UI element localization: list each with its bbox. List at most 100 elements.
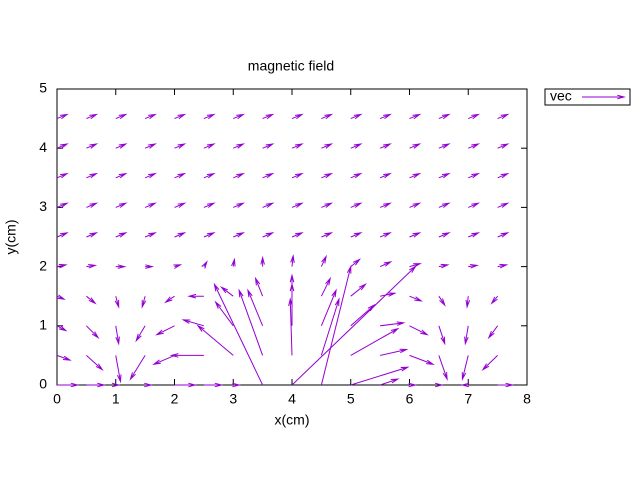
- vector-arrow: [115, 355, 122, 384]
- vector-arrow: [219, 286, 234, 297]
- legend-box: [544, 88, 631, 106]
- vector-arrow: [438, 355, 448, 381]
- vector-arrow: [409, 143, 422, 149]
- vector-arrow: [238, 288, 264, 356]
- vector-arrow: [434, 382, 444, 388]
- vector-arrow: [262, 143, 275, 149]
- vector-arrow: [497, 202, 510, 208]
- vector-arrow: [174, 382, 198, 388]
- vector-arrow: [320, 297, 340, 356]
- vector-arrow: [380, 321, 406, 327]
- vector-arrow: [233, 143, 246, 149]
- vector-arrow: [350, 202, 363, 208]
- vector-arrow: [350, 258, 362, 267]
- y-axis-label: y(cm): [3, 220, 19, 255]
- vector-arrow: [233, 172, 246, 179]
- vector-arrow: [438, 263, 450, 269]
- vector-arrow: [262, 202, 275, 208]
- vector-arrow: [291, 265, 417, 386]
- vector-arrow: [187, 293, 204, 299]
- vector-arrow: [203, 202, 216, 208]
- vector-arrow: [86, 295, 97, 305]
- vector-arrow: [141, 296, 147, 309]
- vector-arrow: [409, 263, 422, 268]
- vector-arrow: [260, 255, 265, 267]
- y-tick-label: 2: [39, 257, 47, 273]
- vector-arrow: [144, 113, 157, 120]
- x-tick-label: 7: [464, 391, 472, 407]
- vector-arrow: [497, 113, 510, 120]
- vector-arrow: [203, 113, 216, 120]
- vector-arrow: [56, 143, 69, 149]
- vector-arrow: [409, 232, 422, 238]
- vector-arrow: [56, 202, 69, 208]
- vector-arrow: [380, 348, 409, 356]
- legend-swatch: [582, 94, 626, 100]
- vector-arrow: [290, 254, 295, 267]
- vector-arrow: [409, 113, 422, 120]
- vector-arrow: [321, 172, 334, 179]
- vector-arrow: [56, 172, 69, 179]
- x-tick-label: 5: [347, 391, 355, 407]
- y-tick-label: 5: [39, 80, 47, 96]
- vector-arrow: [86, 172, 99, 179]
- vector-arrow: [320, 254, 327, 267]
- vector-arrow: [497, 232, 510, 238]
- vector-arrow: [174, 172, 187, 179]
- vector-arrow: [115, 325, 120, 346]
- x-tick-label: 8: [523, 391, 531, 407]
- vector-arrow: [438, 143, 451, 149]
- x-tick-label: 2: [171, 391, 179, 407]
- vector-arrow: [57, 382, 80, 388]
- vector-arrow: [247, 288, 264, 326]
- vector-arrow: [262, 113, 275, 120]
- vector-arrow: [115, 143, 128, 149]
- x-axis-label: x(cm): [275, 412, 310, 428]
- vector-arrow: [86, 113, 99, 120]
- vector-arrow: [438, 325, 446, 346]
- vector-arrow: [233, 202, 246, 208]
- vector-arrow: [203, 232, 216, 238]
- vector-arrow: [289, 273, 295, 297]
- vector-arrow: [291, 143, 304, 149]
- vector-arrow: [320, 276, 332, 297]
- vector-arrow: [481, 355, 498, 371]
- vector-arrow: [203, 382, 224, 388]
- vector-arrow: [56, 232, 69, 238]
- vector-arrow: [320, 264, 352, 386]
- vector-arrow: [350, 366, 410, 386]
- vector-arrow: [144, 172, 157, 179]
- vector-arrow: [350, 143, 363, 149]
- vector-arrow: [409, 325, 429, 336]
- vector-arrow: [262, 172, 275, 179]
- vector-arrow: [114, 296, 120, 309]
- vector-arrow: [497, 382, 515, 388]
- vector-arrow: [321, 232, 334, 238]
- vector-arrow: [320, 288, 337, 326]
- vector-arrow: [115, 232, 128, 238]
- vector-arrow: [408, 382, 418, 388]
- vector-arrow: [174, 232, 187, 238]
- vector-arrow: [174, 202, 187, 208]
- vector-arrow: [86, 202, 99, 208]
- vector-arrow: [438, 295, 446, 307]
- vector-arrow: [86, 355, 104, 371]
- vector-arrow: [379, 232, 392, 238]
- vector-arrow: [214, 300, 234, 327]
- vector-arrow: [233, 113, 246, 120]
- vector-arrow: [379, 113, 392, 120]
- vector-arrow: [438, 113, 451, 120]
- vector-arrow: [115, 172, 128, 179]
- vector-arrow: [173, 264, 183, 269]
- vector-arrow: [181, 319, 205, 327]
- vector-arrow: [409, 295, 424, 302]
- x-tick-label: 1: [112, 391, 120, 407]
- vector-arrow: [56, 325, 68, 332]
- vector-arrow: [135, 325, 146, 343]
- y-tick-label: 4: [39, 139, 47, 155]
- vector-arrow: [465, 296, 471, 309]
- vector-arrow: [291, 202, 304, 208]
- vector-arrow: [497, 263, 509, 269]
